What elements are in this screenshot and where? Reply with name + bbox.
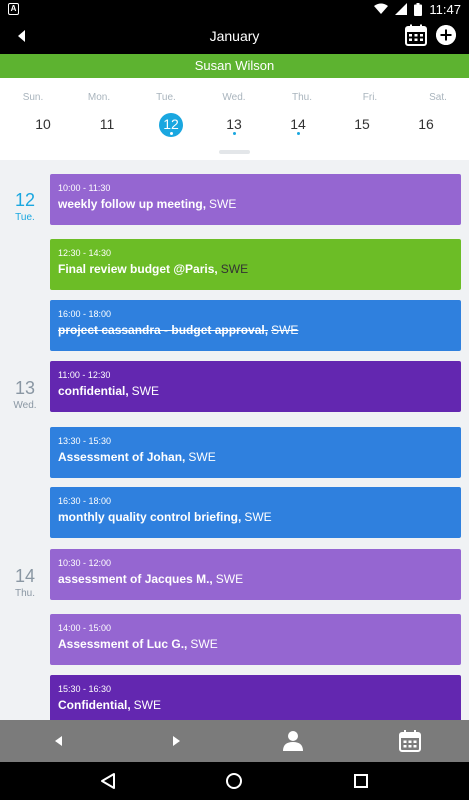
event-title: Confidential, xyxy=(58,698,131,712)
clock: 11:47 xyxy=(429,1,461,17)
notification-icon: A xyxy=(8,3,19,15)
wifi-icon xyxy=(374,3,389,14)
calendar-icon[interactable] xyxy=(397,728,423,754)
system-nav xyxy=(0,762,469,800)
weekday-label: Mon. xyxy=(87,92,111,103)
event-card-cancelled[interactable]: 16:00 - 18:00 project cassandra - budget… xyxy=(50,300,461,351)
weekday-label: Fri. xyxy=(362,92,378,103)
day-label-weekday: Wed. xyxy=(13,400,37,411)
event-title: assessment of Jacques M., xyxy=(58,572,213,586)
event-time: 14:00 - 15:00 xyxy=(58,623,112,633)
day-number[interactable]: 13 xyxy=(226,116,242,132)
weekday-label: Wed. xyxy=(222,92,246,103)
day-label: 14 Thu. xyxy=(0,566,50,599)
add-circle-icon[interactable] xyxy=(436,25,456,45)
event-location: SWE xyxy=(244,510,272,524)
event-card[interactable]: 14:00 - 15:00 Assessment of Luc G., SWE xyxy=(50,614,461,665)
event-card[interactable]: 10:30 - 12:00 assessment of Jacques M., S… xyxy=(50,549,461,600)
status-bar: A 11:47 xyxy=(0,0,469,18)
event-card[interactable]: 12:30 - 14:30 Final review budget @Paris… xyxy=(50,239,461,290)
week-strip: Sun. Mon. Tue. Wed. Thu. Fri. Sat. 10 11… xyxy=(0,78,469,160)
weekday-label: Thu. xyxy=(291,92,312,103)
weekday-label: Tue. xyxy=(156,92,176,103)
event-time: 13:30 - 15:30 xyxy=(58,436,112,446)
event-location: SWE xyxy=(271,323,299,337)
event-card[interactable]: 10:00 - 11:30 weekly follow up meeting, S… xyxy=(50,174,461,225)
event-time: 16:00 - 18:00 xyxy=(58,309,112,319)
event-title: Assessment of Johan, xyxy=(58,450,186,464)
day-label-number: 12 xyxy=(14,190,36,210)
bottom-nav xyxy=(0,720,469,762)
day-label-number: 14 xyxy=(14,566,36,586)
event-card[interactable]: 16:30 - 18:00 monthly quality control br… xyxy=(50,487,461,538)
page-title: January xyxy=(209,28,260,44)
back-arrow-icon[interactable] xyxy=(12,26,32,46)
event-dot xyxy=(233,132,236,135)
battery-icon xyxy=(414,2,423,16)
day-number[interactable]: 16 xyxy=(418,116,434,132)
event-card[interactable]: 13:30 - 15:30 Assessment of Johan, SWE xyxy=(50,427,461,478)
signal-icon xyxy=(395,3,408,15)
event-location: SWE xyxy=(220,262,249,276)
event-location: SWE xyxy=(190,637,218,651)
status-right: 11:47 xyxy=(374,0,461,18)
event-title: monthly quality control briefing, xyxy=(58,510,242,524)
weekday-label: Sat. xyxy=(429,92,447,103)
event-time: 10:00 - 11:30 xyxy=(58,183,111,193)
event-card[interactable]: 11:00 - 12:30 confidential, SWE xyxy=(50,361,461,412)
day-label: 13 Wed. xyxy=(0,378,50,411)
event-title: confidential, xyxy=(58,384,129,398)
day-label-number: 13 xyxy=(14,378,36,398)
event-dot xyxy=(170,132,173,135)
day-label: 12 Tue. xyxy=(0,190,50,223)
event-title: Final review budget @Paris, xyxy=(58,262,218,276)
weekday-label: Sun. xyxy=(22,92,44,103)
event-time: 11:00 - 12:30 xyxy=(58,370,111,380)
recents-square-icon[interactable] xyxy=(352,772,370,790)
day-number[interactable]: 10 xyxy=(35,116,51,132)
day-number-selected[interactable]: 12 xyxy=(163,116,179,132)
day-label-weekday: Thu. xyxy=(14,588,35,599)
day-number[interactable]: 15 xyxy=(354,116,370,132)
drag-handle[interactable] xyxy=(219,150,250,154)
day-number[interactable]: 14 xyxy=(290,116,306,132)
day-label-weekday: Tue. xyxy=(15,212,35,223)
event-location: SWE xyxy=(209,197,237,211)
event-time: 10:30 - 12:00 xyxy=(58,558,112,568)
event-title: project cassandra - budget approval, xyxy=(58,323,269,337)
next-icon[interactable] xyxy=(163,728,189,754)
app-bar: January xyxy=(0,18,469,54)
person-icon[interactable] xyxy=(280,728,306,754)
event-time: 16:30 - 18:00 xyxy=(58,496,112,506)
calendar-icon[interactable] xyxy=(405,24,427,46)
home-circle-icon[interactable] xyxy=(225,772,243,790)
event-time: 15:30 - 16:30 xyxy=(58,684,112,694)
prev-icon[interactable] xyxy=(46,728,72,754)
user-bar[interactable]: Susan Wilson xyxy=(0,54,469,78)
event-title: weekly follow up meeting, xyxy=(58,197,207,211)
day-number[interactable]: 11 xyxy=(99,116,115,132)
event-location: SWE xyxy=(188,450,216,464)
event-time: 12:30 - 14:30 xyxy=(58,248,112,258)
event-location: SWE xyxy=(215,572,244,586)
back-triangle-icon[interactable] xyxy=(99,772,117,790)
event-card[interactable]: 15:30 - 16:30 Confidential, SWE xyxy=(50,675,461,720)
event-title: Assessment of Luc G., xyxy=(58,637,188,651)
event-location: SWE xyxy=(133,698,162,712)
event-dot xyxy=(297,132,300,135)
agenda-list[interactable]: 12 Tue. 13 Wed. 14 Thu. 10:00 - 11:30 we… xyxy=(0,160,469,720)
event-location: SWE xyxy=(131,384,160,398)
